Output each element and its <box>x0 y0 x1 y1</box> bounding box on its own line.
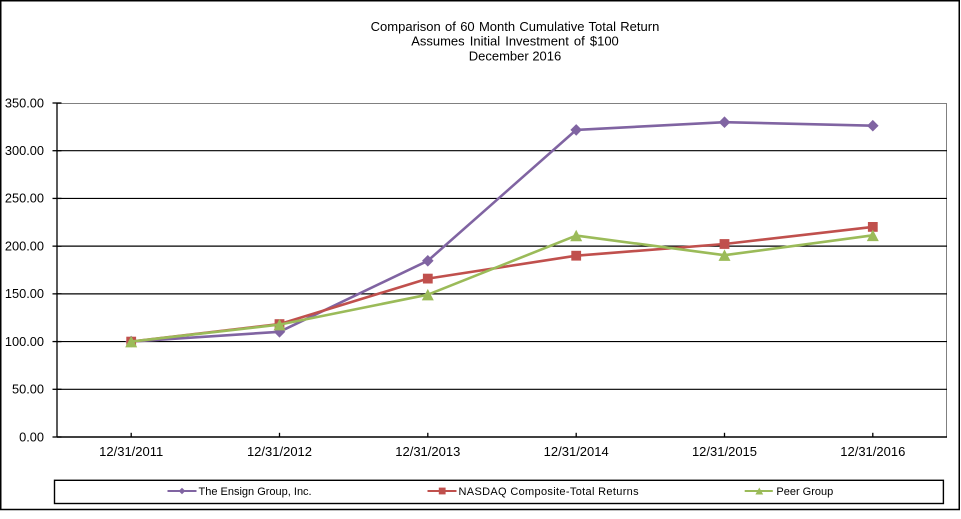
svg-text:12/31/2011: 12/31/2011 <box>99 444 163 459</box>
svg-text:The Ensign Group, Inc.: The Ensign Group, Inc. <box>199 486 312 498</box>
svg-text:300.00: 300.00 <box>5 143 44 158</box>
svg-text:250.00: 250.00 <box>5 191 44 206</box>
svg-text:December 2016: December 2016 <box>469 49 562 64</box>
svg-text:200.00: 200.00 <box>5 238 44 253</box>
svg-text:150.00: 150.00 <box>5 286 44 301</box>
svg-text:12/31/2013: 12/31/2013 <box>395 444 460 459</box>
svg-text:50.00: 50.00 <box>12 382 44 397</box>
svg-text:Comparison of 60 Month Cumulat: Comparison of 60 Month Cumulative Total … <box>371 19 660 34</box>
svg-text:350.00: 350.00 <box>5 95 44 110</box>
svg-text:100.00: 100.00 <box>5 334 44 349</box>
svg-text:0.00: 0.00 <box>19 429 44 444</box>
svg-text:12/31/2012: 12/31/2012 <box>247 444 312 459</box>
svg-text:Assumes Initial Investment of: Assumes Initial Investment of $100 <box>411 34 619 49</box>
svg-text:12/31/2014: 12/31/2014 <box>544 444 609 459</box>
svg-text:12/31/2015: 12/31/2015 <box>692 444 757 459</box>
svg-text:Peer Group: Peer Group <box>776 486 833 498</box>
svg-text:12/31/2016: 12/31/2016 <box>840 444 905 459</box>
svg-text:NASDAQ Composite-Total Returns: NASDAQ Composite-Total Returns <box>459 486 640 498</box>
